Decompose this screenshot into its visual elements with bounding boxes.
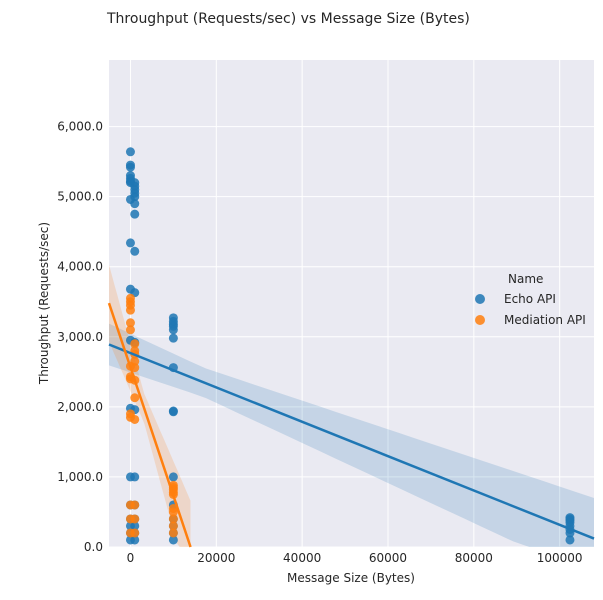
data-point-echo-api (565, 535, 575, 545)
y-tick-label: 2,000.0 (57, 400, 103, 414)
y-tick-label: 4,000.0 (57, 260, 103, 274)
gridlines (109, 60, 594, 548)
data-point-echo-api (168, 407, 178, 417)
data-point-echo-api (168, 472, 178, 482)
data-point-mediation-api (130, 339, 140, 349)
data-point-echo-api (125, 238, 135, 248)
data-point-echo-api (130, 521, 140, 531)
data-point-mediation-api (125, 305, 135, 315)
data-point-echo-api (125, 162, 135, 172)
y-axis-ticks: 0.0 1,000.0 2,000.0 3,000.0 4,000.0 5,000.0 6,… (57, 120, 103, 554)
x-axis-label: Message Size (Bytes) (287, 571, 415, 585)
data-point-mediation-api (168, 528, 178, 538)
data-point-echo-api (130, 199, 140, 209)
data-point-echo-api (130, 192, 140, 202)
data-point-mediation-api (168, 507, 178, 517)
legend-title: Name (508, 272, 543, 286)
data-point-mediation-api (130, 414, 140, 424)
data-point-mediation-api (130, 500, 140, 510)
x-tick-label: 20000 (197, 551, 235, 565)
plot-area (109, 60, 594, 547)
legend-marker-echo-api (475, 294, 485, 304)
legend-label-echo-api: Echo API (504, 292, 556, 306)
y-tick-label: 5,000.0 (57, 190, 103, 204)
x-tick-label: 100000 (537, 551, 583, 565)
legend: Name Echo API Mediation API (475, 272, 586, 327)
data-point-mediation-api (125, 318, 135, 328)
x-tick-label: 80000 (455, 551, 493, 565)
chart-title: Throughput (Requests/sec) vs Message Siz… (106, 11, 470, 27)
data-point-echo-api (130, 246, 140, 256)
y-tick-label: 3,000.0 (57, 330, 103, 344)
legend-marker-mediation-api (475, 315, 485, 325)
regression-lines (107, 302, 595, 548)
data-point-mediation-api (125, 325, 135, 335)
data-point-mediation-api (130, 514, 140, 524)
data-point-echo-api (125, 147, 135, 157)
data-point-echo-api (168, 333, 178, 343)
data-point-echo-api (130, 209, 140, 219)
data-point-mediation-api (168, 514, 178, 524)
data-point-echo-api (130, 472, 140, 482)
data-point-echo-api (168, 325, 178, 335)
legend-label-mediation-api: Mediation API (504, 313, 586, 327)
y-tick-label: 1,000.0 (57, 470, 103, 484)
x-tick-label: 0 (127, 551, 135, 565)
data-point-mediation-api (130, 393, 140, 403)
regression-line-mediation-api (107, 302, 192, 548)
regression-line-echo-api (108, 343, 595, 540)
x-axis-ticks: 0 20000 40000 60000 80000 100000 (127, 551, 583, 565)
data-point-mediation-api (130, 356, 140, 366)
data-point-mediation-api (130, 528, 140, 538)
y-tick-label: 0.0 (84, 540, 103, 554)
data-point-mediation-api (168, 521, 178, 531)
data-point-echo-api (168, 535, 178, 545)
x-tick-label: 40000 (283, 551, 321, 565)
y-tick-label: 6,000.0 (57, 120, 103, 134)
x-tick-label: 60000 (369, 551, 407, 565)
data-point-echo-api (130, 535, 140, 545)
y-axis-label: Throughput (Requests/sec) (37, 222, 51, 385)
